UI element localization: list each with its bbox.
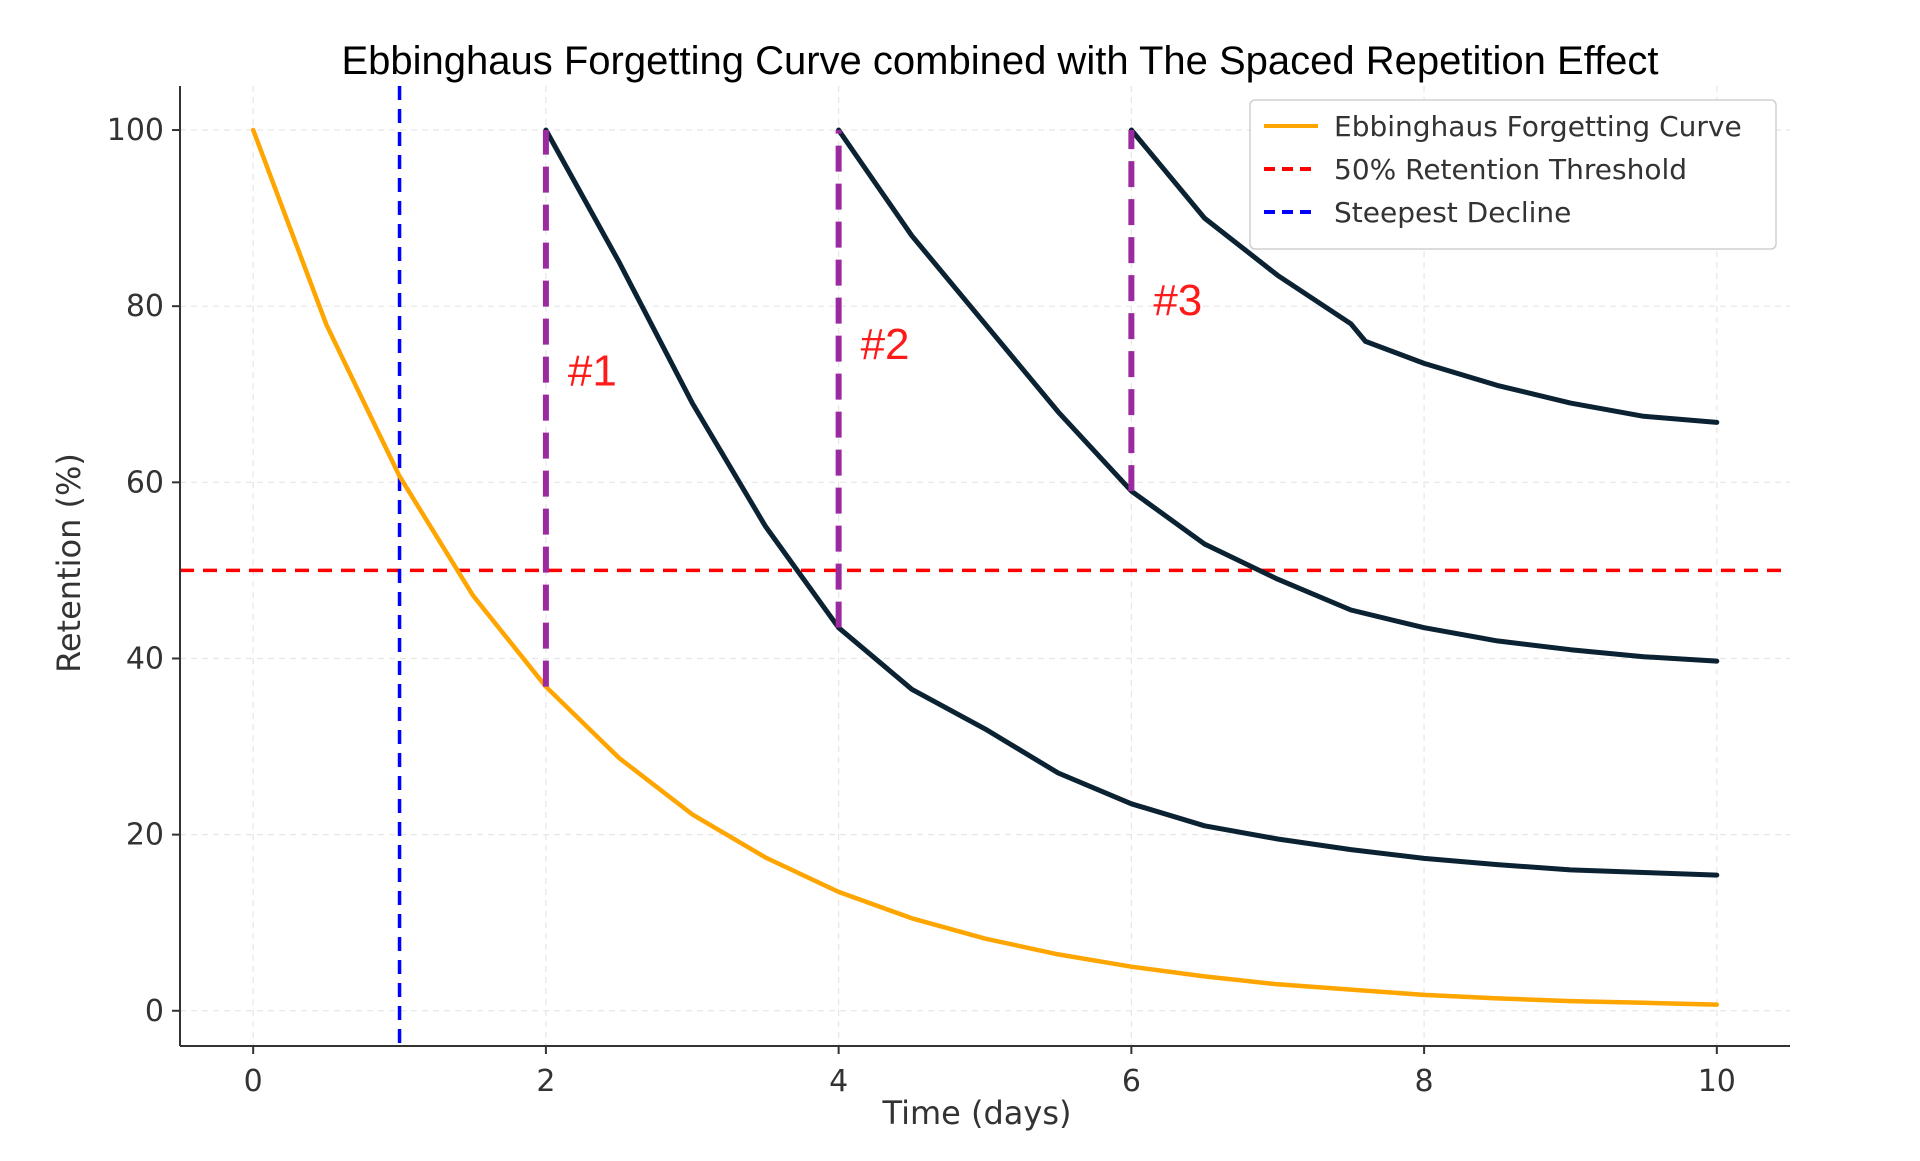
x-tick-label: 0 <box>244 1064 263 1099</box>
legend: Ebbinghaus Forgetting Curve 50% Retention… <box>1249 99 1777 250</box>
y-tick-label: 100 <box>107 113 164 148</box>
x-tick-label: 8 <box>1415 1064 1434 1099</box>
repetition-label: #3 <box>1153 276 1202 325</box>
legend-box <box>1249 99 1777 250</box>
reference-lines <box>180 86 1790 1046</box>
repetition-curve-line <box>836 127 1720 664</box>
forgetting-curve-line <box>250 127 1720 1007</box>
legend-entry: Steepest Decline <box>1334 196 1571 229</box>
x-tick-label: 2 <box>536 1064 555 1099</box>
y-tick-label: 60 <box>126 465 164 500</box>
x-tick-label: 10 <box>1698 1064 1736 1099</box>
y-tick-label: 0 <box>145 994 164 1029</box>
repetition-markers: #1 #2 #3 <box>542 130 1202 687</box>
repetition-curve-line <box>1128 127 1720 425</box>
repetition-label: #2 <box>861 320 910 369</box>
chart-title: Ebbinghaus Forgetting Curve combined wit… <box>341 39 1658 83</box>
x-tick-label: 6 <box>1122 1064 1141 1099</box>
y-tick-label: 80 <box>126 289 164 324</box>
y-tick-label: 40 <box>126 641 164 676</box>
legend-entry: Ebbinghaus Forgetting Curve <box>1334 110 1742 143</box>
repetition-label: #1 <box>568 346 617 395</box>
legend-entry: 50% Retention Threshold <box>1334 153 1687 186</box>
series <box>250 127 1720 1007</box>
x-axis-label: Time (days) <box>882 1094 1072 1132</box>
y-axis-label: Retention (%) <box>50 453 88 673</box>
repetition-curve-line <box>543 127 1720 878</box>
y-tick-label: 20 <box>126 818 164 853</box>
x-tick-label: 4 <box>829 1064 848 1099</box>
